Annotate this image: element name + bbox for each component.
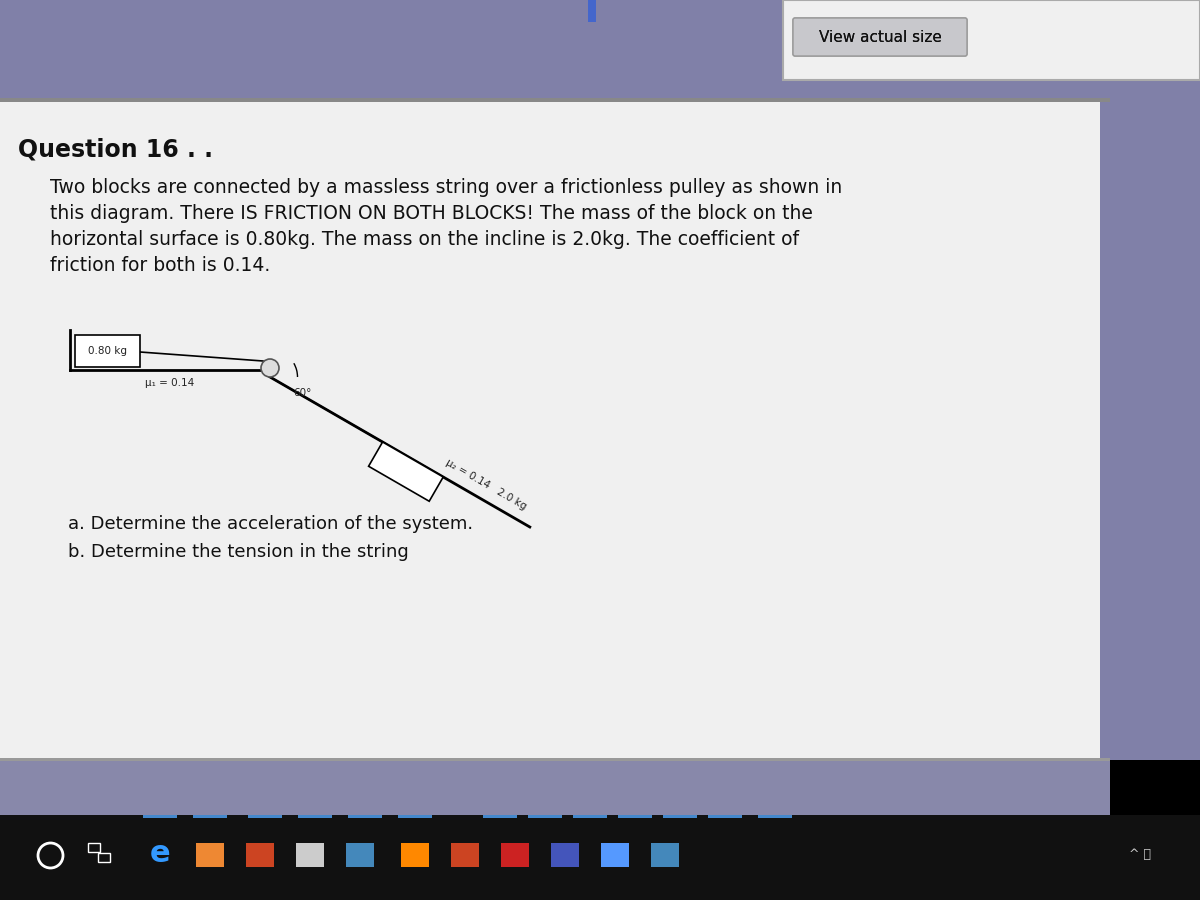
Bar — [74, 335, 140, 367]
FancyBboxPatch shape — [793, 18, 967, 56]
Text: μ₂ = 0.14   2.0 kg: μ₂ = 0.14 2.0 kg — [444, 457, 528, 511]
Bar — [0, 760, 1110, 815]
Text: horizontal surface is 0.80kg. The mass on the incline is 2.0kg. The coefficient : horizontal surface is 0.80kg. The mass o… — [50, 230, 799, 249]
Bar — [246, 843, 274, 867]
Bar — [551, 843, 580, 867]
Text: 0.80 kg: 0.80 kg — [88, 346, 127, 356]
Bar — [662, 815, 697, 818]
Bar — [143, 815, 178, 818]
Bar — [401, 843, 430, 867]
Bar — [601, 843, 629, 867]
Bar — [0, 0, 1200, 100]
Bar — [758, 815, 792, 818]
Bar — [618, 815, 652, 818]
Text: View actual size: View actual size — [818, 30, 942, 44]
Bar — [708, 815, 742, 818]
Text: friction for both is 0.14.: friction for both is 0.14. — [50, 256, 270, 275]
Bar — [248, 815, 282, 818]
Bar — [588, 0, 596, 22]
Bar — [88, 843, 100, 852]
FancyBboxPatch shape — [793, 18, 967, 56]
Text: ^ 🔊: ^ 🔊 — [1129, 848, 1151, 860]
Bar — [502, 843, 529, 867]
Circle shape — [262, 359, 278, 377]
Bar — [0, 758, 1110, 761]
Text: View actual size: View actual size — [818, 30, 942, 44]
Text: e: e — [150, 840, 170, 868]
Text: Question 16 . .: Question 16 . . — [18, 138, 214, 162]
Bar — [0, 815, 1200, 900]
Text: a. Determine the acceleration of the system.: a. Determine the acceleration of the sys… — [68, 515, 473, 533]
Text: b. Determine the tension in the string: b. Determine the tension in the string — [68, 543, 409, 561]
Bar — [528, 815, 562, 818]
Bar — [296, 843, 324, 867]
Bar — [298, 815, 332, 818]
Bar — [196, 843, 224, 867]
Text: this diagram. There IS FRICTION ON BOTH BLOCKS! The mass of the block on the: this diagram. There IS FRICTION ON BOTH … — [50, 204, 812, 223]
Bar — [348, 815, 382, 818]
Bar — [346, 843, 374, 867]
Bar — [1100, 100, 1200, 760]
Bar — [98, 853, 110, 862]
Bar — [0, 98, 1110, 102]
Bar — [574, 815, 607, 818]
Bar — [398, 815, 432, 818]
Bar — [784, 0, 1200, 80]
Text: 60°: 60° — [293, 388, 311, 398]
Text: Two blocks are connected by a massless string over a frictionless pulley as show: Two blocks are connected by a massless s… — [50, 178, 842, 197]
Bar — [193, 815, 227, 818]
Bar — [451, 843, 479, 867]
Text: μ₁ = 0.14: μ₁ = 0.14 — [145, 378, 194, 388]
Bar — [482, 815, 517, 818]
Bar — [650, 843, 679, 867]
Polygon shape — [368, 442, 443, 501]
Bar — [0, 100, 1110, 760]
